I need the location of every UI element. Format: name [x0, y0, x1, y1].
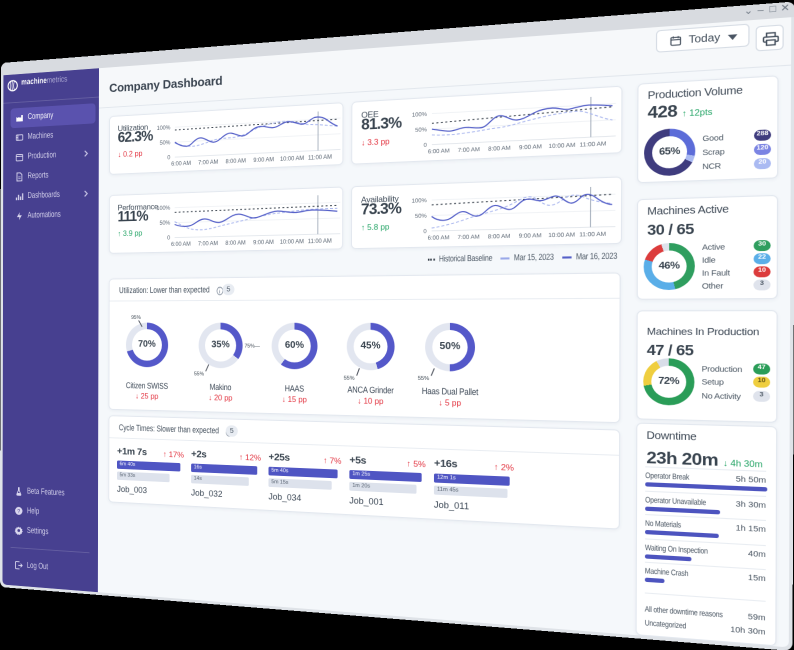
- svg-text:100%: 100%: [157, 205, 171, 212]
- svg-text:9:00 AM: 9:00 AM: [519, 144, 542, 152]
- svg-text:7:00 AM: 7:00 AM: [458, 234, 480, 242]
- svg-text:8:00 AM: 8:00 AM: [488, 233, 511, 241]
- svg-text:100%: 100%: [412, 197, 428, 205]
- svg-text:0: 0: [167, 235, 170, 242]
- svg-text:6:00 AM: 6:00 AM: [428, 148, 450, 156]
- svg-text:9:00 AM: 9:00 AM: [519, 232, 542, 240]
- svg-text:10:00 AM: 10:00 AM: [549, 142, 576, 151]
- svg-text:50%: 50%: [160, 220, 171, 227]
- svg-text:8:00 AM: 8:00 AM: [488, 145, 511, 153]
- svg-text:100%: 100%: [412, 111, 428, 119]
- svg-text:11:00 AM: 11:00 AM: [580, 141, 607, 150]
- svg-text:?: ?: [17, 509, 20, 515]
- svg-text:0: 0: [424, 142, 428, 149]
- svg-text:11:00 AM: 11:00 AM: [579, 231, 606, 239]
- svg-text:11:00 AM: 11:00 AM: [308, 154, 332, 162]
- svg-text:10:00 AM: 10:00 AM: [280, 155, 304, 163]
- svg-text:50%: 50%: [160, 140, 171, 147]
- svg-text:0: 0: [167, 155, 170, 162]
- svg-text:50%: 50%: [415, 213, 428, 220]
- svg-text:7:00 AM: 7:00 AM: [458, 146, 480, 154]
- svg-text:100%: 100%: [157, 125, 171, 132]
- svg-text:9:00 AM: 9:00 AM: [253, 157, 274, 165]
- svg-text:8:00 AM: 8:00 AM: [226, 158, 246, 166]
- svg-text:10:00 AM: 10:00 AM: [280, 239, 304, 246]
- svg-text:50%: 50%: [415, 127, 428, 135]
- svg-text:7:00 AM: 7:00 AM: [198, 241, 218, 248]
- svg-text:6:00 AM: 6:00 AM: [428, 235, 450, 243]
- svg-text:9:00 AM: 9:00 AM: [253, 239, 274, 246]
- svg-text:7:00 AM: 7:00 AM: [198, 159, 218, 167]
- svg-text:6:00 AM: 6:00 AM: [171, 241, 191, 248]
- svg-text:6:00 AM: 6:00 AM: [171, 160, 191, 167]
- svg-text:8:00 AM: 8:00 AM: [225, 240, 245, 247]
- svg-text:10:00 AM: 10:00 AM: [548, 232, 575, 240]
- svg-text:0: 0: [423, 228, 427, 235]
- svg-text:11:00 AM: 11:00 AM: [308, 238, 332, 245]
